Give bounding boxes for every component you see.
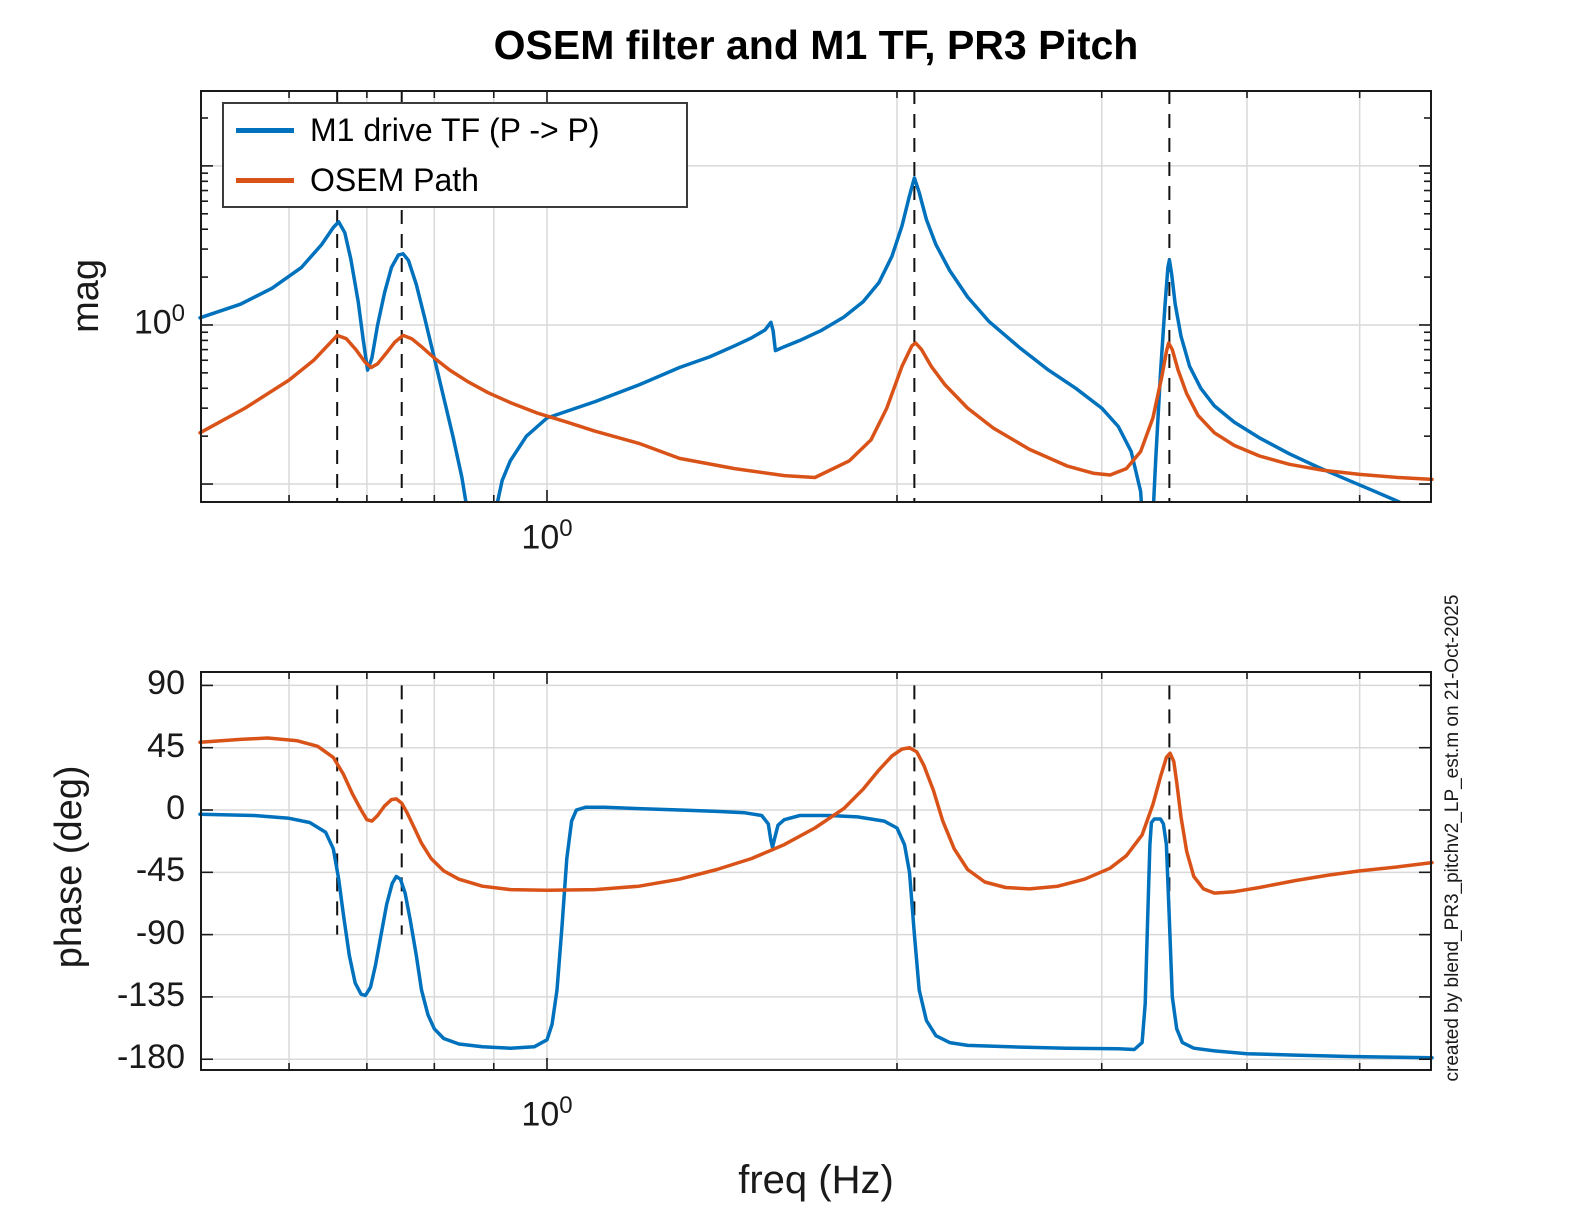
phase-y-axis-label: phase (deg)	[48, 765, 91, 969]
mag-x-tick-exp: 0	[559, 515, 573, 542]
mag-y-tick-base: 10	[133, 303, 172, 342]
legend-label: M1 drive TF (P -> P)	[310, 111, 600, 148]
phase-y-tick-label: -45	[135, 851, 185, 890]
phase-plot	[198, 671, 1434, 1071]
phase-y-tick-label: 45	[147, 726, 185, 765]
legend-line-swatch-orange	[236, 177, 294, 183]
mag-x-tick-label: 100	[497, 515, 597, 557]
mag-y-tick-exp: 0	[171, 300, 185, 327]
mag-y-axis-label: mag	[65, 258, 108, 333]
mag-x-tick-base: 10	[521, 518, 560, 557]
figure-title: OSEM filter and M1 TF, PR3 Pitch	[493, 22, 1139, 68]
legend-item-m1-drive-tf: M1 drive TF (P -> P)	[224, 108, 686, 152]
x-axis-label: freq (Hz)	[738, 1158, 894, 1202]
legend-line-swatch-blue	[236, 127, 294, 133]
watermark-text: created by blend_PR3_pitchv2_LP_est.m on…	[1442, 594, 1463, 1082]
phase-y-tick-label: 0	[166, 789, 185, 827]
phase-y-tick-label: -180	[116, 1038, 185, 1077]
phase-y-tick-label: -135	[116, 975, 185, 1014]
phase-y-tick-label: -90	[135, 913, 185, 952]
legend-item-osem-path: OSEM Path	[224, 158, 686, 202]
phase-x-tick-label: 100	[497, 1092, 597, 1134]
phase-x-tick-exp: 0	[559, 1092, 573, 1119]
phase-y-tick-label: 90	[147, 664, 185, 703]
phase-x-tick-base: 10	[521, 1095, 560, 1134]
legend: M1 drive TF (P -> P) OSEM Path	[222, 102, 688, 208]
mag-y-tick-label: 100	[100, 300, 185, 342]
legend-label: OSEM Path	[310, 161, 479, 198]
